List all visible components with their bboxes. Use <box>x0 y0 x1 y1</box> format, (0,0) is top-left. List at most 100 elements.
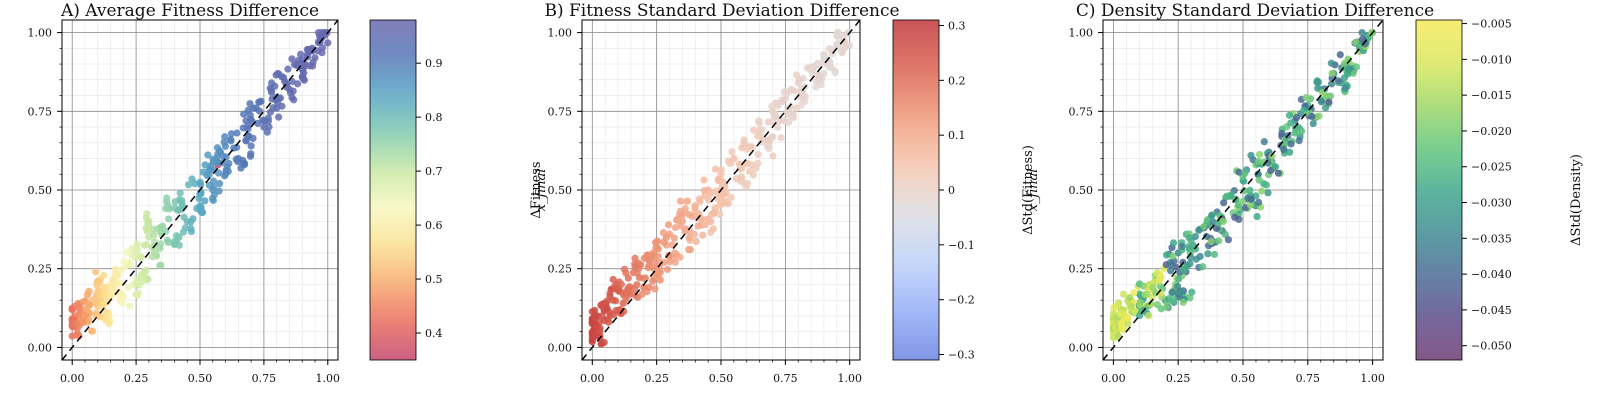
data-point <box>210 183 218 191</box>
data-point <box>1219 217 1227 226</box>
data-point <box>694 222 702 230</box>
data-point <box>159 222 167 230</box>
data-point <box>591 313 599 321</box>
data-point <box>770 112 778 120</box>
colorbar-tick-label: 0.8 <box>425 111 443 124</box>
data-point <box>266 84 274 92</box>
data-point <box>1178 242 1186 251</box>
data-point <box>268 79 276 87</box>
data-point <box>288 55 296 63</box>
data-point <box>664 221 673 229</box>
data-point <box>605 318 613 326</box>
data-point <box>651 285 659 293</box>
data-point <box>671 258 679 266</box>
data-point <box>757 138 766 146</box>
data-point <box>242 136 250 145</box>
data-point <box>645 261 653 270</box>
data-point <box>1224 236 1232 244</box>
data-point <box>1317 98 1326 106</box>
data-point <box>714 195 722 203</box>
data-point <box>842 42 851 50</box>
data-point <box>1240 187 1248 195</box>
data-point <box>165 215 173 223</box>
identity-line <box>581 19 861 361</box>
data-point <box>1287 119 1295 127</box>
data-point <box>1168 288 1177 296</box>
data-point <box>1130 289 1138 297</box>
data-point <box>606 292 614 301</box>
data-point <box>712 187 721 195</box>
data-point <box>649 277 657 285</box>
data-point <box>1278 129 1286 138</box>
data-point <box>1314 84 1322 92</box>
data-point <box>768 102 776 110</box>
data-point <box>93 277 102 286</box>
data-point <box>225 159 233 168</box>
y-tick-label: 0.25 <box>548 263 573 276</box>
data-point <box>1188 288 1196 296</box>
data-point <box>624 288 632 297</box>
colorbar <box>892 19 940 361</box>
data-point <box>92 268 100 276</box>
data-point <box>662 234 670 242</box>
y-tick-label: 1.00 <box>1069 27 1094 40</box>
y-tick-label: 0.50 <box>1069 184 1094 197</box>
data-point <box>675 216 683 225</box>
data-point <box>716 210 724 218</box>
data-point <box>700 192 709 200</box>
data-point <box>685 245 693 254</box>
data-point <box>215 169 223 177</box>
data-point <box>208 194 217 203</box>
data-point <box>196 178 204 186</box>
data-point <box>797 101 805 110</box>
data-point <box>127 261 135 269</box>
data-point <box>1174 275 1183 283</box>
data-point <box>1352 63 1361 71</box>
data-point <box>1309 119 1317 128</box>
data-point <box>309 58 317 66</box>
data-point <box>221 142 230 150</box>
data-point <box>215 187 223 195</box>
data-point <box>1195 226 1203 234</box>
data-point <box>778 96 786 104</box>
data-point <box>795 76 804 84</box>
data-point <box>1156 282 1164 290</box>
data-point <box>246 111 254 119</box>
colorbar-tick-label: −0.040 <box>1471 268 1512 281</box>
data-point <box>758 125 766 134</box>
data-point <box>263 128 271 136</box>
data-point <box>603 305 611 313</box>
data-point <box>205 171 213 179</box>
data-point <box>739 178 747 187</box>
data-point <box>68 306 76 314</box>
data-point <box>1253 212 1261 221</box>
data-point <box>1169 239 1178 247</box>
data-point <box>1167 261 1175 269</box>
data-point <box>1144 311 1153 320</box>
data-point <box>137 253 145 262</box>
data-point <box>1203 218 1211 226</box>
data-point <box>790 87 798 95</box>
data-point <box>663 265 672 274</box>
data-point <box>281 77 289 85</box>
data-point <box>827 64 836 72</box>
data-point <box>844 28 852 37</box>
data-point <box>1157 273 1165 281</box>
data-point <box>1268 152 1276 160</box>
data-point <box>219 152 227 160</box>
data-point <box>180 213 188 221</box>
colorbar-tick-label: 0.3 <box>948 19 966 32</box>
data-point <box>324 39 332 47</box>
data-point <box>1325 98 1333 106</box>
chart-title-b: B) Fitness Standard Deviation Difference <box>544 1 899 21</box>
data-point <box>1124 314 1132 322</box>
data-point <box>836 32 844 40</box>
data-point <box>711 165 719 173</box>
data-point <box>125 302 134 310</box>
data-point <box>94 288 102 296</box>
data-point <box>617 280 625 288</box>
data-point <box>213 144 222 152</box>
data-point <box>246 100 254 108</box>
data-point <box>1361 40 1369 48</box>
